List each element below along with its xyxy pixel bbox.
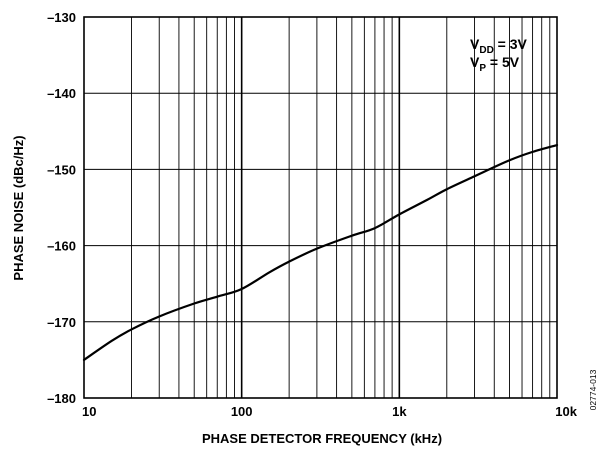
y-tick-labels: –130 –140 –150 –160 –170 –180 — [47, 10, 76, 406]
y-tick-label: –180 — [47, 391, 76, 406]
x-tick-label: 1k — [392, 404, 407, 419]
y-tick-label: –140 — [47, 86, 76, 101]
figure-id: 02774-013 — [588, 369, 598, 410]
x-axis-title: PHASE DETECTOR FREQUENCY (kHz) — [202, 431, 442, 446]
annotation-vdd: VDD = 3V — [470, 36, 528, 56]
y-tick-label: –170 — [47, 315, 76, 330]
x-tick-label: 10k — [555, 404, 577, 419]
annotation-box: VDD = 3V VP = 5V — [470, 36, 528, 74]
y-tick-label: –160 — [47, 239, 76, 254]
y-axis-title: PHASE NOISE (dBc/Hz) — [11, 135, 26, 280]
annotation-vp: VP = 5V — [470, 54, 520, 74]
x-tick-label: 10 — [82, 404, 96, 419]
y-tick-label: –130 — [47, 10, 76, 25]
phase-noise-line — [82, 143, 559, 361]
x-tick-label: 100 — [231, 404, 253, 419]
grid-lines — [84, 17, 557, 398]
y-tick-label: –150 — [47, 162, 76, 177]
plot-frame — [83, 16, 558, 399]
x-tick-labels: 10 100 1k 10k — [82, 404, 578, 419]
series-lines — [82, 143, 559, 361]
